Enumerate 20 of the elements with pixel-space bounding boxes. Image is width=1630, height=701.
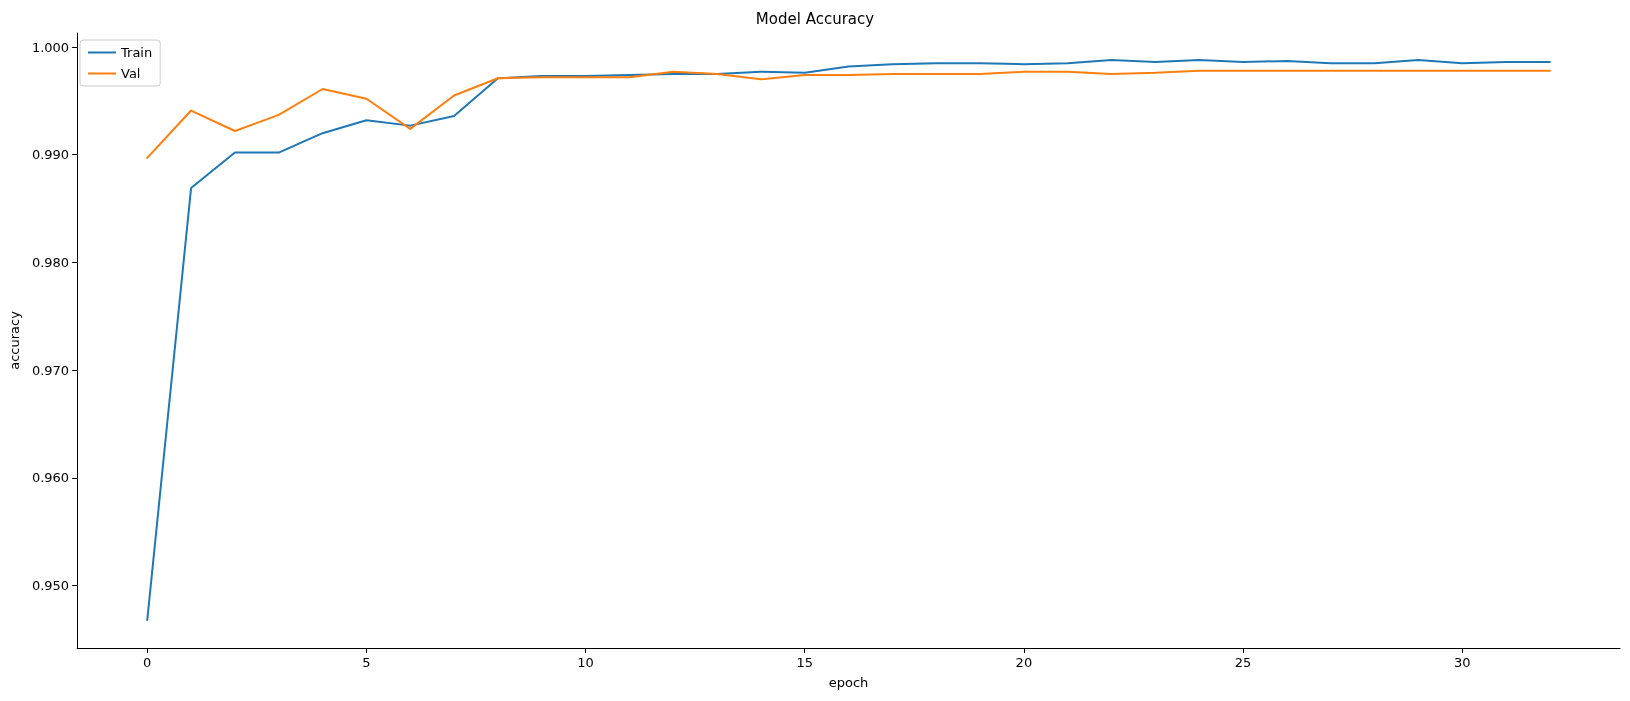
- x-tick-label: 30: [1453, 655, 1471, 670]
- y-tick-label: 0.950: [31, 578, 70, 594]
- line-series: [146, 69, 1551, 159]
- y-tick-label: 0.980: [31, 254, 70, 270]
- legend-label: Val: [121, 66, 141, 81]
- y-tick-label: 0.990: [31, 147, 70, 163]
- line-series: [146, 58, 1551, 621]
- x-tick-label: 15: [796, 655, 813, 670]
- x-tick-label: 5: [362, 655, 371, 670]
- y-tick-label: 1.000: [31, 39, 70, 55]
- x-tick-label: 20: [1015, 655, 1033, 670]
- chart-title: Model Accuracy: [755, 9, 875, 28]
- x-axis-title: epoch: [828, 675, 869, 690]
- x-tick-label: 10: [577, 655, 594, 670]
- x-tick-label: 0: [143, 655, 152, 670]
- y-tick-label: 0.970: [31, 362, 70, 378]
- x-tick-label: 25: [1234, 655, 1252, 670]
- y-tick-label: 0.960: [31, 470, 70, 486]
- legend-label: Train: [120, 45, 153, 60]
- y-axis-title: accuracy: [7, 310, 22, 370]
